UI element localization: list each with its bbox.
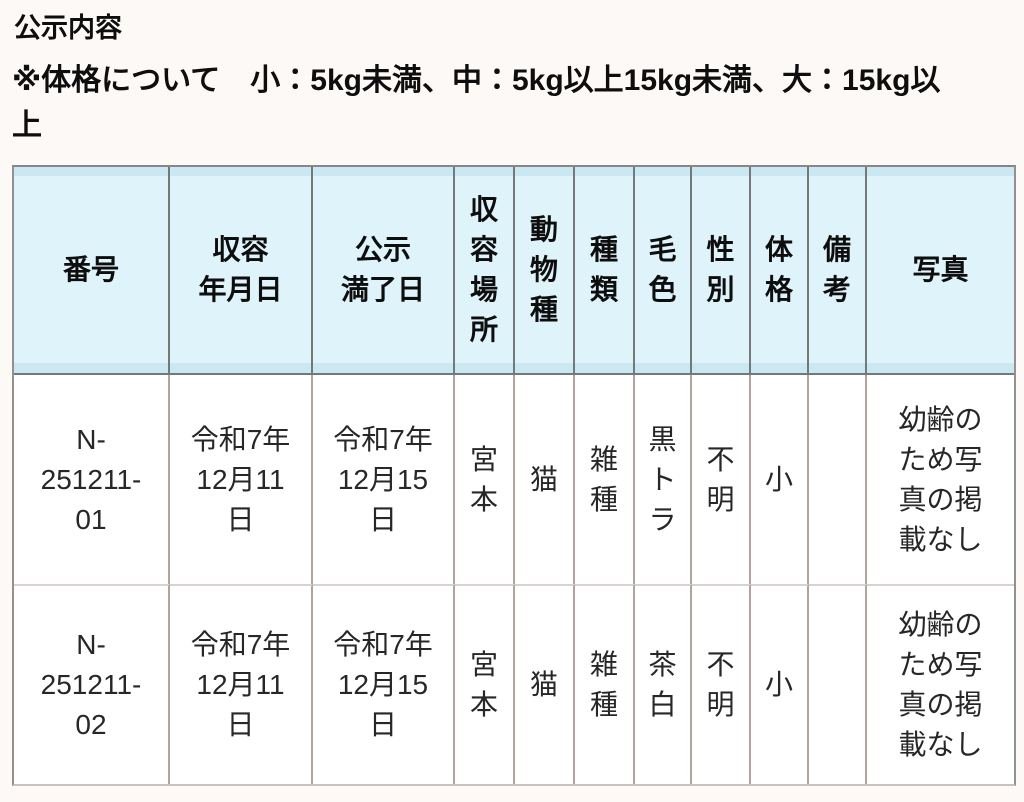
column-header-remarks: 備 考	[809, 167, 867, 375]
cell-breed: 雑 種	[575, 375, 635, 584]
cell-animal-species: 猫	[515, 584, 575, 784]
cell-intake-date: 令和7年 12月11 日	[170, 375, 313, 584]
cell-photo: 幼齢の ため写 真の掲 載なし	[867, 584, 1014, 784]
cell-notice-expiry-date: 令和7年 12月15 日	[313, 584, 455, 784]
cell-notice-expiry-date: 令和7年 12月15 日	[313, 375, 455, 584]
cell-photo: 幼齢の ため写 真の掲 載なし	[867, 375, 1014, 584]
cell-breed: 雑 種	[575, 584, 635, 784]
column-header-sex: 性 別	[692, 167, 751, 375]
column-header-photo: 写真	[867, 167, 1014, 375]
column-header-fur-color: 毛 色	[635, 167, 692, 375]
cell-intake-place: 宮 本	[455, 584, 515, 784]
column-header-animal-species: 動 物 種	[515, 167, 575, 375]
table-row: N- 251211- 02 令和7年 12月11 日 令和7年 12月15 日 …	[14, 584, 1014, 784]
column-header-notice-expiry-date: 公示 満了日	[313, 167, 455, 375]
column-header-breed: 種 類	[575, 167, 635, 375]
column-header-intake-date: 収容 年月日	[170, 167, 313, 375]
column-header-number: 番号	[14, 167, 170, 375]
body-size-note: ※体格について 小：5kg未満、中：5kg以上15kg未満、大：15kg以 上	[12, 64, 941, 142]
cell-fur-color: 茶 白	[635, 584, 692, 784]
cell-intake-place: 宮 本	[455, 375, 515, 584]
cell-sex: 不 明	[692, 375, 751, 584]
cell-number: N- 251211- 01	[14, 375, 170, 584]
column-header-body-size: 体 格	[751, 167, 809, 375]
cell-intake-date: 令和7年 12月11 日	[170, 584, 313, 784]
header-row: 番号 収容 年月日 公示 満了日 収 容 場 所 動 物 種 種 類 毛 色 性…	[14, 167, 1014, 375]
cell-body-size: 小	[751, 375, 809, 584]
column-header-intake-place: 収 容 場 所	[455, 167, 515, 375]
page-title: 公示内容	[14, 13, 122, 43]
animal-notice-table: 番号 収容 年月日 公示 満了日 収 容 場 所 動 物 種 種 類 毛 色 性…	[12, 165, 1016, 786]
cell-remarks	[809, 584, 867, 784]
cell-fur-color: 黒 ト ラ	[635, 375, 692, 584]
cell-animal-species: 猫	[515, 375, 575, 584]
cell-remarks	[809, 375, 867, 584]
table-row: N- 251211- 01 令和7年 12月11 日 令和7年 12月15 日 …	[14, 375, 1014, 584]
cell-sex: 不 明	[692, 584, 751, 784]
cell-number: N- 251211- 02	[14, 584, 170, 784]
cell-body-size: 小	[751, 584, 809, 784]
